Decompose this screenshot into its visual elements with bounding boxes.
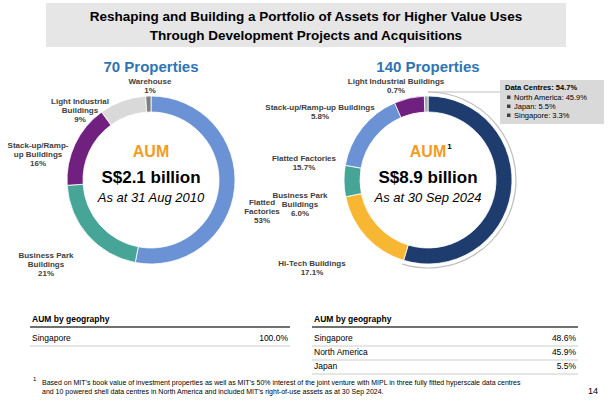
slice-label-line: Buildings bbox=[62, 106, 99, 115]
donut-chart: 140 Properties Hi-Tech Buildings17.1% Busi… bbox=[265, 58, 604, 277]
slice-label-line: Light Industrial Buildings bbox=[348, 77, 445, 86]
table-row-rule bbox=[312, 374, 578, 375]
table-cell: Singapore bbox=[314, 333, 353, 343]
slice-value-label: 6.0% bbox=[291, 209, 309, 218]
callout-bracket bbox=[402, 92, 516, 268]
slice-label-line: Light Industrial bbox=[51, 97, 109, 106]
callout-title: Data Centres: 54.7% bbox=[505, 83, 577, 92]
slice-label: Flatted Factories bbox=[272, 154, 337, 163]
table-cell: 100.0% bbox=[259, 333, 288, 343]
slice-label: Business ParkBuildings bbox=[18, 251, 74, 269]
slice-label-line: Buildings bbox=[282, 200, 319, 209]
callout-bullet bbox=[507, 105, 511, 109]
table-row-rule bbox=[312, 360, 578, 361]
slide-title: Through Development Projects and Acquisi… bbox=[150, 28, 462, 43]
footnote-text: Based on MIT’s book value of investment … bbox=[42, 379, 521, 387]
center-title-note: 1 bbox=[447, 142, 452, 151]
callout-connector bbox=[428, 91, 500, 92]
slice-label-line: up Buildings bbox=[14, 150, 63, 159]
slice-value-label: 15.7% bbox=[293, 163, 316, 172]
slide: Reshaping and Building a Portfolio of As… bbox=[0, 0, 611, 402]
slice-label: Light Industrial Buildings bbox=[348, 77, 445, 86]
callout-item: Japan: 5.5% bbox=[514, 102, 556, 111]
slice-label: FlattedFactories bbox=[244, 198, 280, 216]
slice-label: Business ParkBuildings bbox=[272, 191, 328, 209]
table-cell: North America bbox=[314, 347, 368, 357]
chart-heading: 140 Properties bbox=[376, 58, 479, 75]
table-cell: 45.9% bbox=[552, 347, 577, 357]
slice-label-line: Stack-up/Ramp-up Buildings bbox=[265, 103, 375, 112]
slice-label: Light IndustrialBuildings bbox=[51, 97, 109, 115]
center-title: AUM bbox=[133, 143, 169, 160]
table-cell: 48.6% bbox=[552, 333, 577, 343]
title-banner bbox=[46, 3, 566, 47]
slice-value-label: 0.7% bbox=[387, 86, 405, 95]
slice-value-label: 5.8% bbox=[311, 112, 329, 121]
slice bbox=[345, 103, 401, 168]
slices bbox=[67, 96, 235, 264]
table-header: AUM by geography bbox=[32, 314, 110, 324]
slice-label: Hi-Tech Buildings bbox=[278, 259, 346, 268]
slice-value-label: 1% bbox=[144, 86, 156, 95]
center-value: S$8.9 billion bbox=[378, 168, 477, 187]
slice-label-line: Buildings bbox=[28, 260, 65, 269]
page-number: 14 bbox=[588, 386, 598, 396]
slice bbox=[146, 96, 151, 112]
geography-table: AUM by geography Singapore 48.6% North Amer… bbox=[312, 314, 578, 374]
table-cell: Singapore bbox=[32, 333, 71, 343]
slices bbox=[344, 96, 512, 264]
callout-bullet bbox=[507, 114, 511, 118]
slice-value-label: 53% bbox=[254, 216, 270, 225]
slice-label: Stack-up/Ramp-up Buildings bbox=[265, 103, 375, 112]
slice-label-line: Flatted Factories bbox=[272, 154, 337, 163]
slice bbox=[424, 96, 428, 112]
slice-value-label: 21% bbox=[38, 269, 54, 278]
slice bbox=[395, 96, 425, 118]
center-subtitle: As at 31 Aug 2010 bbox=[97, 190, 205, 205]
slice-value-label: 17.1% bbox=[301, 268, 324, 277]
footnote-text: and 10 powered shell data centres in Nor… bbox=[42, 388, 384, 396]
table-cell: 5.5% bbox=[557, 361, 577, 371]
slice-label-line: Flatted bbox=[249, 198, 275, 207]
table-header-rule bbox=[312, 326, 578, 328]
center-value: S$2.1 billion bbox=[101, 168, 200, 187]
slice bbox=[344, 165, 361, 196]
slice-label-line: Factories bbox=[244, 207, 280, 216]
slice-label-line: Business Park bbox=[18, 251, 74, 260]
slice-label-line: Stack-up/Ramp- bbox=[8, 141, 69, 150]
table-header: AUM by geography bbox=[314, 314, 392, 324]
callout-bullet bbox=[507, 96, 511, 100]
slice-label: Stack-up/Ramp-up Buildings bbox=[8, 141, 69, 159]
slice-label-line: Hi-Tech Buildings bbox=[278, 259, 346, 268]
slice-label-line: Business Park bbox=[272, 191, 328, 200]
table-cell: Japan bbox=[314, 361, 337, 371]
donut-chart: 70 Properties FlattedFactories53% Business… bbox=[8, 58, 281, 278]
center-title: AUM bbox=[410, 143, 446, 160]
geography-table: AUM by geography Singapore 100.0% bbox=[30, 314, 290, 346]
footnote-mark: 1 bbox=[33, 376, 37, 382]
callout-item: Singapore: 3.3% bbox=[514, 111, 570, 120]
slice-label-line: Warehouse bbox=[129, 77, 172, 86]
callout-box bbox=[500, 80, 604, 124]
callout-item: North America: 45.9% bbox=[514, 93, 587, 102]
table-header-rule bbox=[30, 326, 290, 328]
slice-value-label: 9% bbox=[74, 115, 86, 124]
center-subtitle: As at 30 Sep 2024 bbox=[374, 190, 482, 205]
slice-value-label: 16% bbox=[30, 159, 46, 168]
slide-title: Reshaping and Building a Portfolio of As… bbox=[90, 9, 522, 24]
chart-heading: 70 Properties bbox=[103, 58, 198, 75]
slice-label: Warehouse bbox=[129, 77, 172, 86]
table-row-rule bbox=[30, 346, 290, 347]
